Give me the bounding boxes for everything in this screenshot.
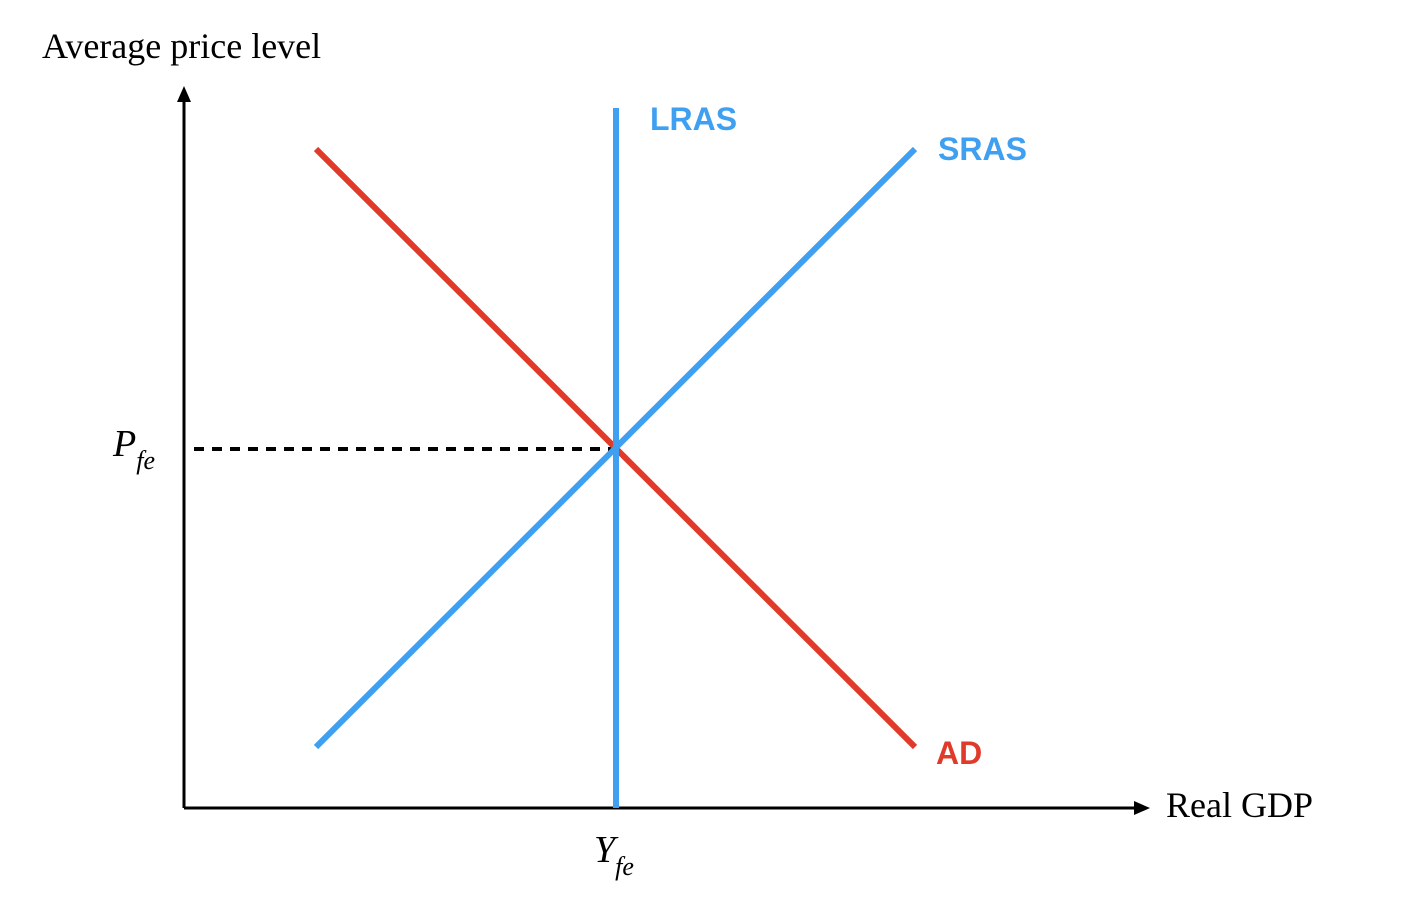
output-symbol: Y [594, 829, 619, 871]
price-symbol: P [112, 423, 136, 465]
output-subscript: fe [615, 852, 634, 881]
equilibrium-output-label: Yfe [594, 829, 634, 881]
x-axis-title: Real GDP [1166, 785, 1313, 825]
equilibrium-price-label: Pfe [112, 423, 155, 475]
sras-label: SRAS [938, 131, 1027, 167]
x-axis-arrowhead [1134, 801, 1150, 815]
ad-label: AD [936, 735, 982, 771]
y-axis-arrowhead [177, 86, 191, 102]
lras-label: LRAS [650, 101, 737, 137]
price-subscript: fe [136, 446, 155, 475]
y-axis-title: Average price level [42, 26, 321, 66]
